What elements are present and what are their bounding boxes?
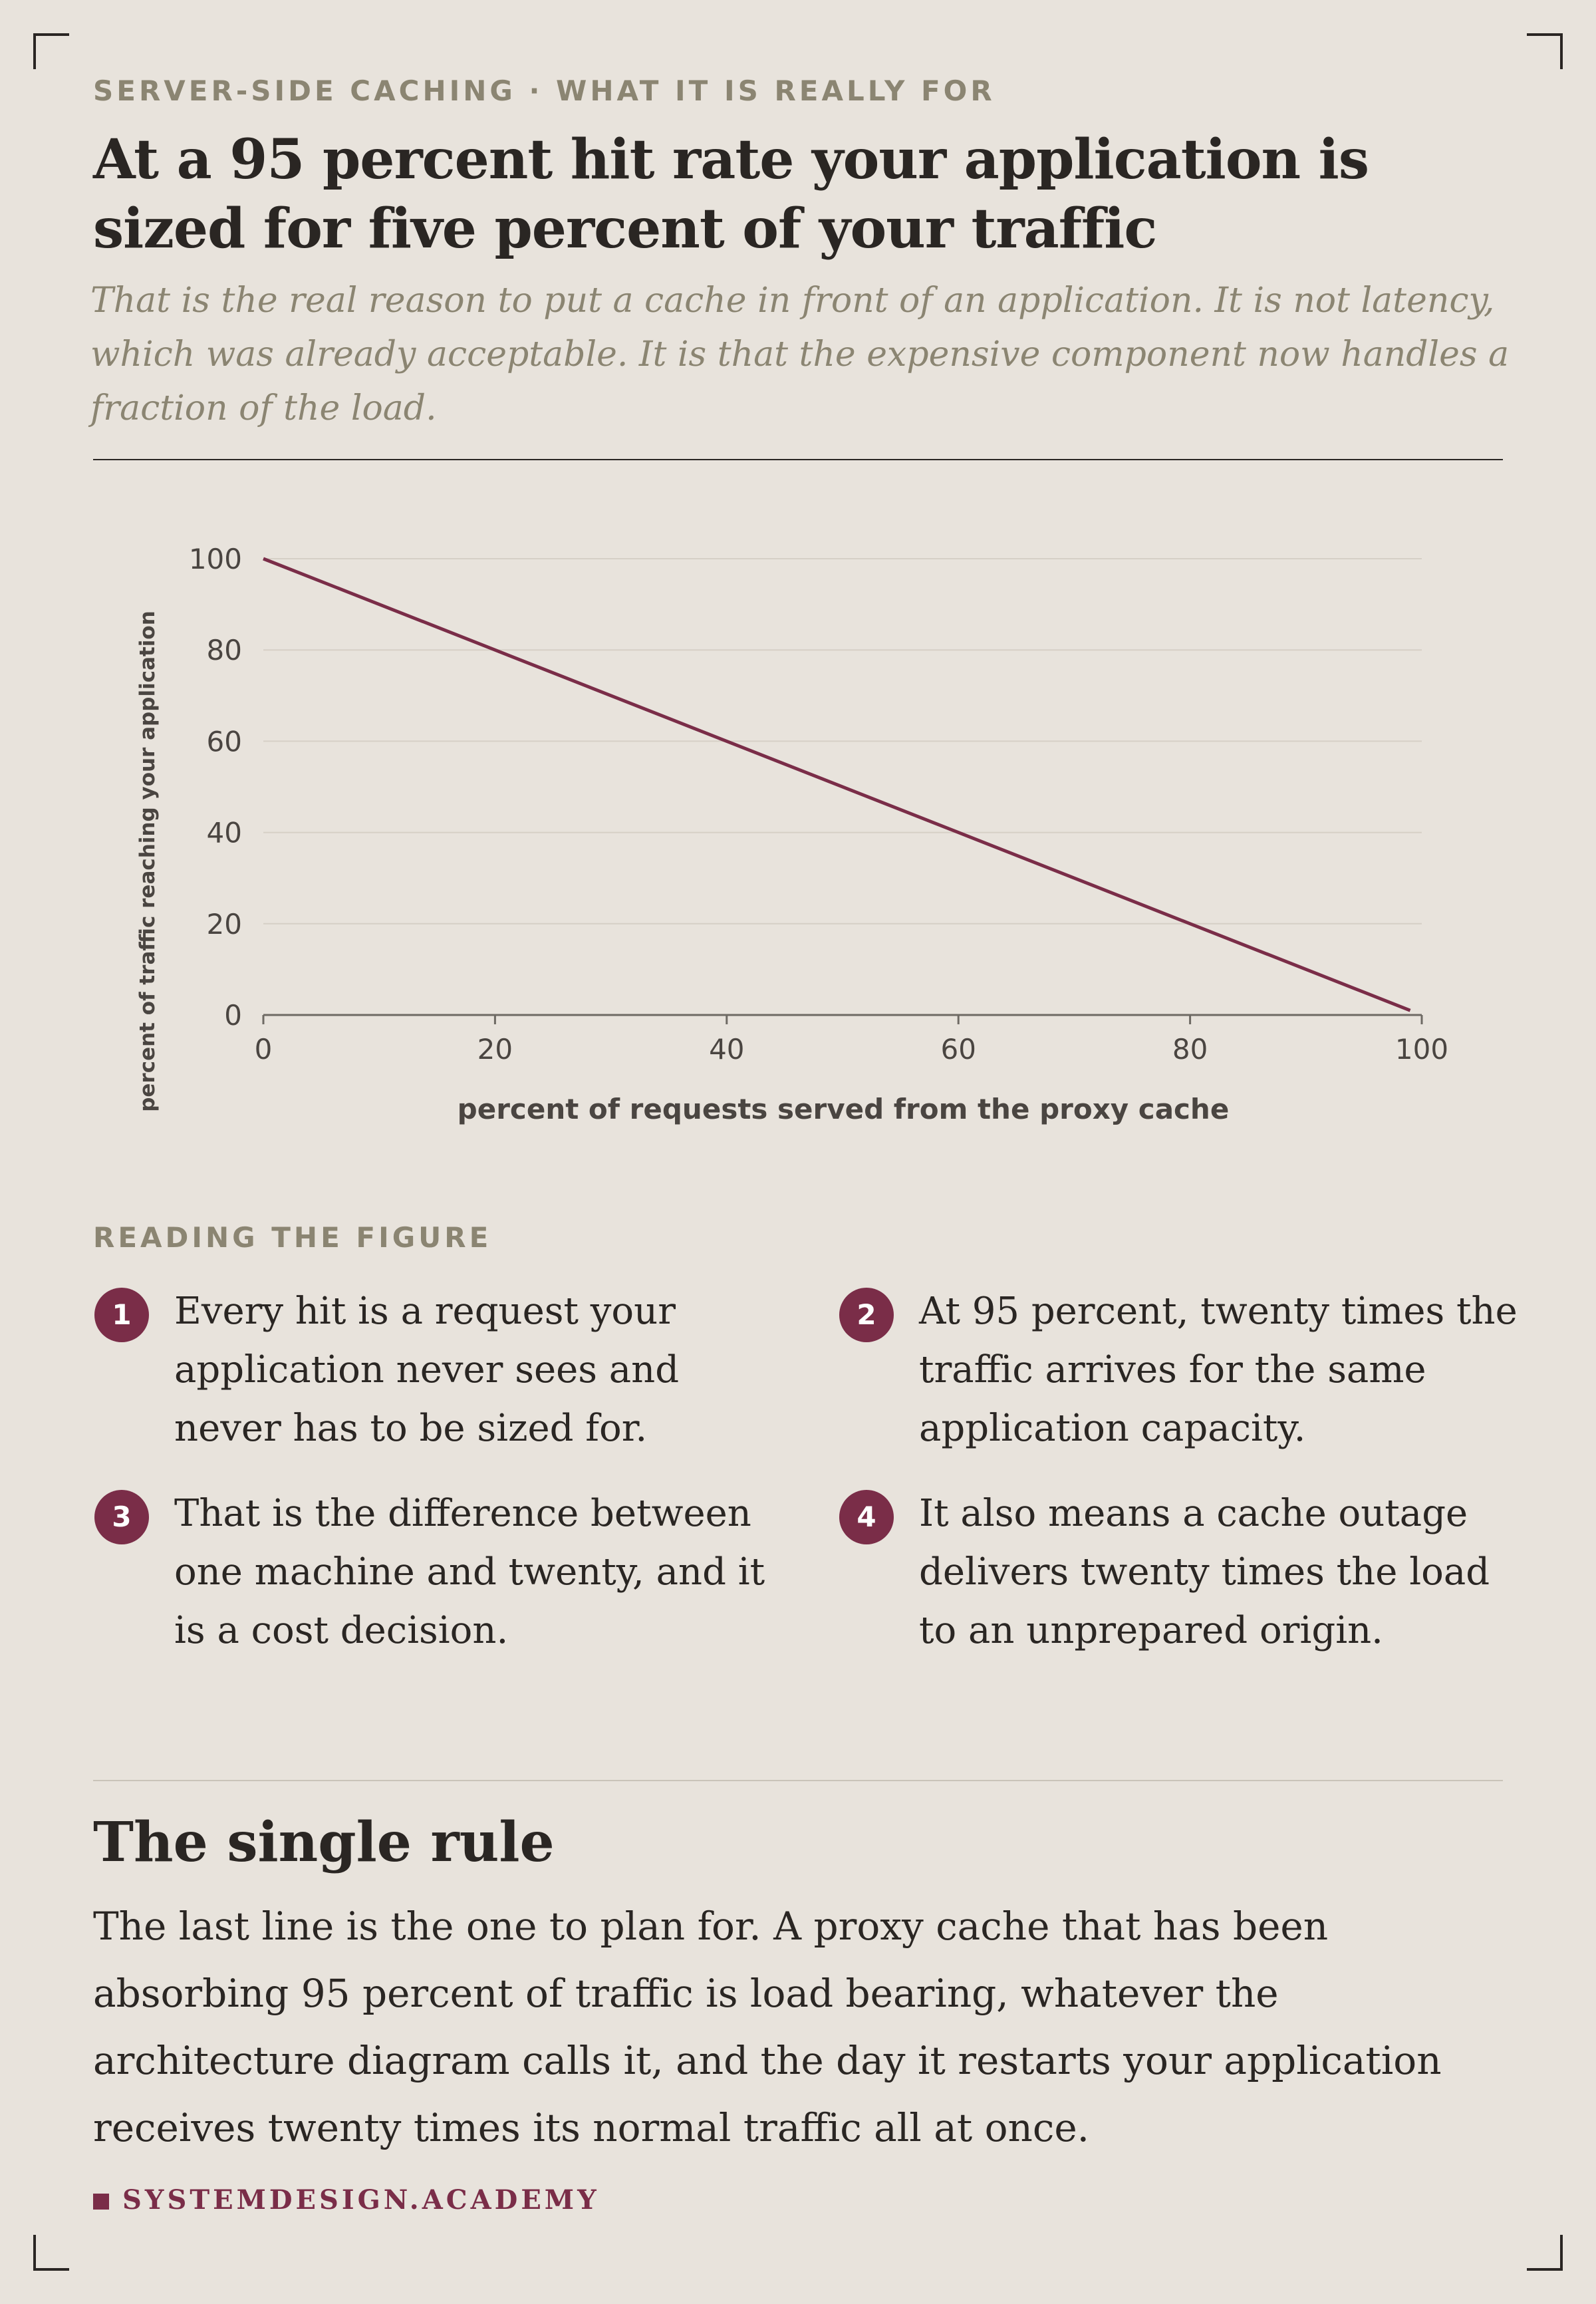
x-tick-label: 0 — [255, 1033, 273, 1066]
chart-axes — [262, 1014, 1423, 1024]
divider — [93, 1780, 1503, 1781]
note-number-badge: 2 — [839, 1288, 894, 1342]
y-axis-label: percent of traffic reaching your applica… — [136, 611, 160, 1112]
series-line — [263, 557, 1411, 1012]
note-text: Every hit is a request your application … — [174, 1290, 680, 1450]
note-text: It also means a cache outage delivers tw… — [919, 1492, 1490, 1652]
page-title: At a 95 percent hit rate your applicatio… — [93, 128, 1369, 261]
note-text: At 95 percent, twenty times the traffic … — [919, 1290, 1518, 1450]
corner-mark-bottom-left — [33, 2235, 69, 2271]
chart-gridlines — [263, 558, 1422, 925]
brand-link[interactable]: SYSTEMDESIGN.ACADEMY — [122, 2184, 600, 2216]
x-tick-label: 80 — [1172, 1033, 1208, 1066]
corner-mark-bottom-right — [1527, 2235, 1563, 2271]
y-tick-label: 0 — [224, 999, 242, 1032]
x-tick-label: 60 — [940, 1033, 976, 1066]
y-tick-label: 100 — [189, 543, 242, 575]
y-tick-label: 80 — [207, 634, 242, 666]
divider — [93, 459, 1503, 460]
note-number-badge: 3 — [94, 1490, 149, 1544]
note-number-badge: 1 — [94, 1288, 149, 1342]
corner-mark-top-right — [1527, 33, 1563, 69]
section-title: The single rule — [93, 1810, 555, 1874]
note-text: That is the difference between one machi… — [174, 1492, 765, 1652]
y-tick-label: 60 — [207, 725, 242, 758]
note-number-badge: 4 — [839, 1490, 894, 1544]
brand-square-icon — [93, 2194, 109, 2210]
chart-labels: 0 20 40 60 80 100 0 20 40 60 80 100 — [189, 543, 1448, 1066]
y-tick-label: 20 — [207, 908, 242, 940]
section-label: READING THE FIGURE — [93, 1221, 492, 1254]
x-tick-label: 100 — [1395, 1033, 1448, 1066]
line-chart: 0 20 40 60 80 100 0 20 40 60 80 100 percent of traf… — [136, 543, 1448, 1125]
x-tick-label: 20 — [477, 1033, 513, 1066]
chart-series — [263, 557, 1411, 1012]
page-subtitle: That is the real reason to put a cache i… — [90, 281, 1510, 428]
x-axis-label: percent of requests served from the prox… — [458, 1093, 1230, 1125]
kicker: SERVER-SIDE CACHING · WHAT IT IS REALLY … — [93, 74, 996, 107]
x-tick-label: 40 — [709, 1033, 744, 1066]
section-body: The last line is the one to plan for. A … — [93, 1904, 1442, 2150]
y-tick-label: 40 — [207, 817, 242, 849]
corner-mark-top-left — [33, 33, 69, 69]
